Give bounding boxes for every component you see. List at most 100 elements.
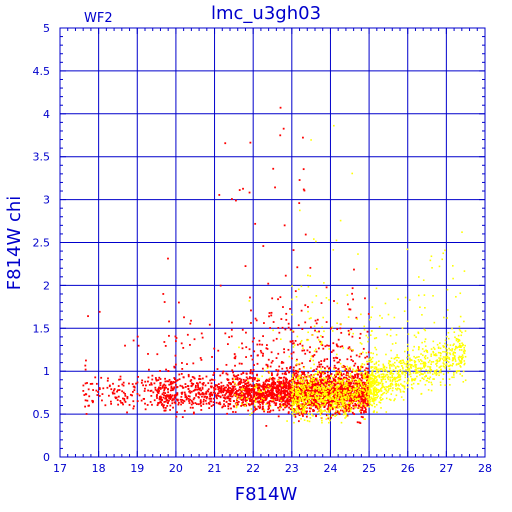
data-point-yellow <box>294 391 297 393</box>
data-point-red <box>292 394 294 397</box>
data-point-red <box>253 395 256 398</box>
data-point-red <box>316 406 318 408</box>
data-point-red <box>293 373 296 376</box>
data-point-yellow <box>434 354 437 357</box>
data-point-yellow <box>375 287 378 290</box>
data-point-red <box>311 397 313 400</box>
data-point-red <box>223 400 225 402</box>
data-point-red <box>308 398 310 401</box>
data-point-red <box>157 388 160 390</box>
data-point-yellow <box>365 371 368 373</box>
data-point-red <box>84 364 87 367</box>
data-point-red <box>344 403 347 406</box>
data-point-yellow <box>380 390 383 392</box>
data-point-red <box>259 398 262 401</box>
data-point-red <box>292 351 295 354</box>
data-point-red <box>219 403 222 406</box>
data-point-red <box>172 406 174 409</box>
data-point-red <box>190 385 193 387</box>
data-point-red <box>263 399 266 401</box>
data-point-yellow <box>338 379 341 382</box>
data-point-yellow <box>372 375 374 377</box>
data-point-yellow <box>235 403 238 405</box>
data-point-red <box>280 400 283 403</box>
data-point-yellow <box>306 396 309 398</box>
data-point-red <box>364 382 367 385</box>
data-point-yellow <box>267 385 270 388</box>
data-point-red <box>201 387 204 390</box>
data-point-yellow <box>242 388 245 391</box>
data-point-red <box>332 357 335 359</box>
data-point-red <box>362 405 365 408</box>
data-point-yellow <box>302 397 304 399</box>
data-point-yellow <box>459 330 462 332</box>
data-point-yellow <box>340 398 342 400</box>
data-point-red <box>280 398 283 401</box>
data-point-red <box>350 392 353 395</box>
data-point-red <box>294 382 296 385</box>
data-point-red <box>173 381 176 384</box>
data-point-red <box>133 385 136 388</box>
data-point-red <box>249 371 252 373</box>
data-point-yellow <box>380 394 383 396</box>
data-point-yellow <box>346 385 348 387</box>
data-point-yellow <box>322 393 324 395</box>
data-point-yellow <box>374 388 377 391</box>
data-point-red <box>286 400 289 403</box>
data-point-red <box>247 395 249 398</box>
data-point-yellow <box>382 392 384 395</box>
data-point-red <box>220 381 223 384</box>
data-point-yellow <box>435 374 438 376</box>
data-point-yellow <box>325 418 328 420</box>
data-point-yellow <box>421 341 423 344</box>
data-point-red <box>332 379 335 382</box>
data-point-red <box>301 373 304 375</box>
data-point-red <box>366 404 369 406</box>
data-point-red <box>182 402 184 404</box>
data-point-yellow <box>363 418 366 420</box>
data-point-red <box>245 390 248 392</box>
data-point-yellow <box>437 346 440 349</box>
data-point-red <box>273 397 276 400</box>
data-point-red <box>354 383 357 386</box>
data-point-red <box>257 389 260 392</box>
data-point-red <box>332 395 334 398</box>
data-point-yellow <box>424 357 427 360</box>
data-point-yellow <box>359 388 361 390</box>
data-point-yellow <box>371 404 374 407</box>
data-point-yellow <box>327 390 329 392</box>
data-point-red <box>161 386 164 389</box>
data-point-red <box>270 393 273 396</box>
data-point-red <box>281 397 284 400</box>
data-point-red <box>158 390 161 392</box>
data-point-red <box>351 292 353 295</box>
data-point-red <box>342 373 345 376</box>
data-point-yellow <box>342 380 344 383</box>
data-point-yellow <box>365 381 368 383</box>
data-point-yellow <box>429 366 431 368</box>
data-point-red <box>246 399 248 402</box>
data-point-yellow <box>317 380 319 382</box>
data-point-red <box>224 389 227 392</box>
data-point-yellow <box>319 413 322 416</box>
data-point-red <box>309 346 311 349</box>
data-point-red <box>261 394 264 397</box>
data-point-red <box>287 326 290 329</box>
data-point-yellow <box>381 382 384 385</box>
data-point-yellow <box>397 376 400 379</box>
data-point-red <box>323 396 326 399</box>
data-point-yellow <box>449 349 452 351</box>
data-point-red <box>234 357 237 360</box>
data-point-red <box>223 389 225 392</box>
data-point-red <box>173 401 176 404</box>
data-point-red <box>199 399 202 402</box>
data-point-red <box>166 380 168 383</box>
data-point-yellow <box>320 409 323 412</box>
data-point-yellow <box>317 400 320 402</box>
data-point-yellow <box>371 380 374 382</box>
data-point-red <box>281 403 284 406</box>
data-point-yellow <box>260 400 262 402</box>
data-point-yellow <box>417 294 420 297</box>
data-point-red <box>177 403 180 406</box>
data-point-red <box>367 385 369 387</box>
